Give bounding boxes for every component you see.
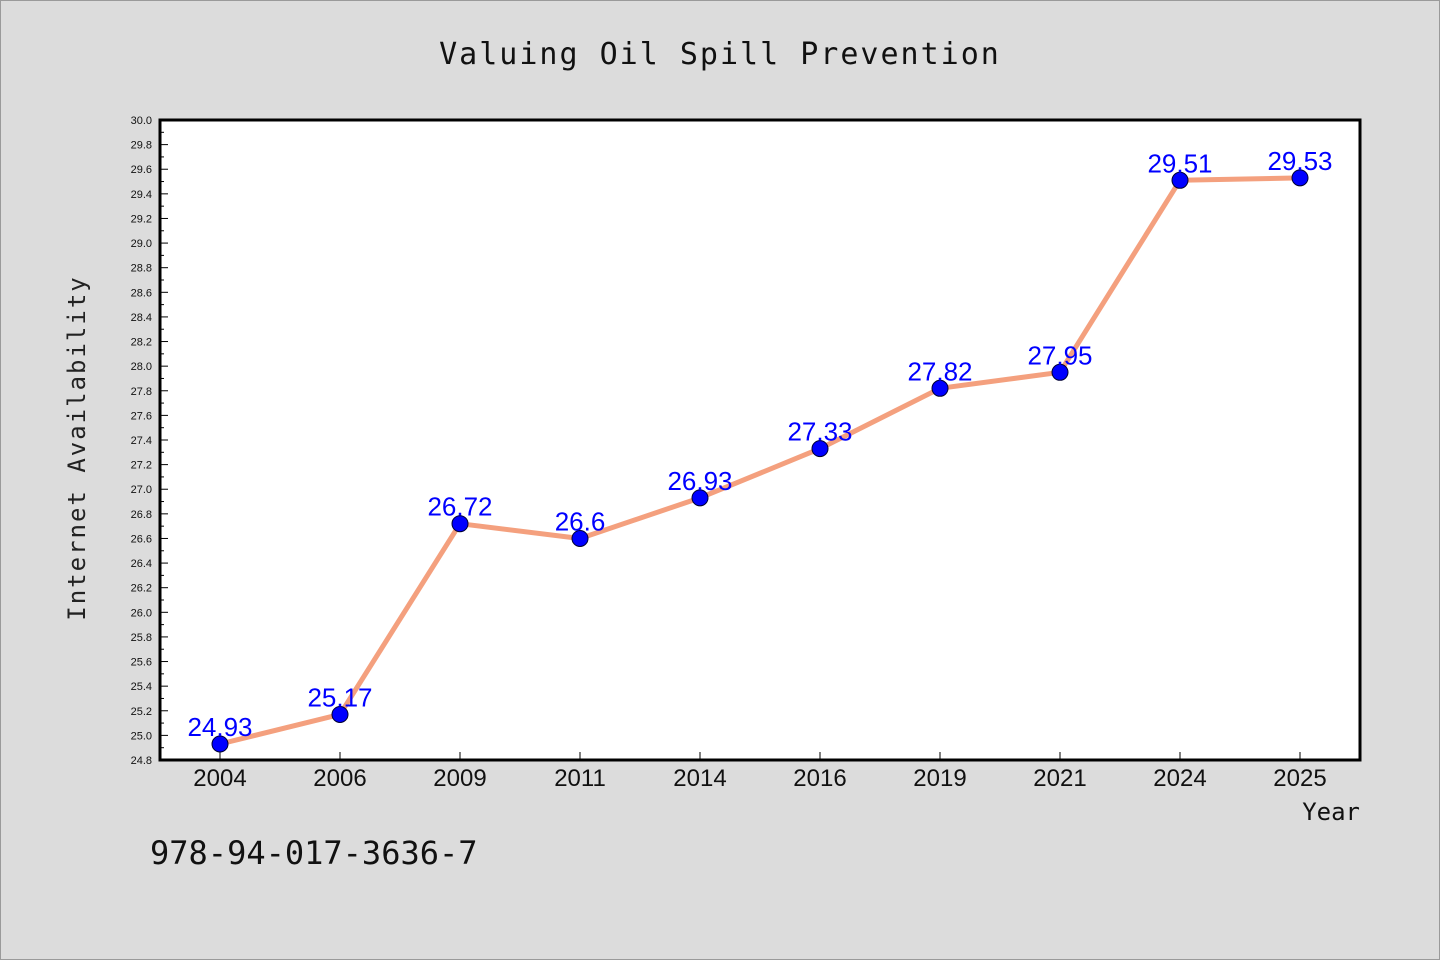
x-tick-label: 2009	[433, 765, 486, 792]
chart-title: Valuing Oil Spill Prevention	[439, 37, 1001, 72]
y-tick-label: 26.0	[131, 607, 152, 619]
y-tick-label: 25.6	[131, 657, 152, 669]
y-tick-label: 29.2	[131, 213, 152, 225]
y-tick-label: 25.4	[131, 681, 152, 693]
y-tick-label: 27.6	[131, 410, 152, 422]
y-tick-label: 26.4	[131, 558, 152, 570]
y-tick-label: 26.2	[131, 583, 152, 595]
y-tick-label: 27.4	[131, 435, 152, 447]
y-tick-label: 29.8	[131, 140, 152, 152]
data-point	[691, 489, 709, 507]
data-labels: 24.93 25.17 26.72 26.6 26.93 27.33 27.82 27.95 2…	[187, 146, 1332, 742]
plot-area	[158, 118, 1362, 762]
x-tick-label: 2021	[1033, 765, 1086, 792]
data-point	[1291, 169, 1309, 187]
data-label: 26.72	[427, 492, 492, 522]
y-tick-label: 26.6	[131, 533, 152, 545]
x-tick-label: 2006	[313, 765, 366, 792]
data-point	[571, 529, 589, 547]
data-label: 29.53	[1267, 146, 1332, 176]
data-label: 29.51	[1147, 148, 1212, 178]
data-point	[811, 440, 829, 458]
y-tick-label: 25.8	[131, 632, 152, 644]
data-point	[211, 735, 229, 753]
y-tick-label: 25.0	[131, 730, 152, 742]
y-tick-label: 28.0	[131, 361, 152, 373]
data-label: 27.95	[1027, 340, 1092, 370]
y-tick-label: 28.4	[131, 312, 152, 324]
data-point	[1051, 363, 1069, 381]
data-point	[451, 515, 469, 533]
y-tick-label: 26.8	[131, 509, 152, 521]
data-label: 27.82	[907, 356, 972, 386]
x-tick-label: 2016	[793, 765, 846, 792]
y-tick-label: 29.0	[131, 238, 152, 250]
y-tick-label: 28.8	[131, 263, 152, 275]
y-tick-label: 24.8	[131, 755, 152, 767]
data-point	[931, 379, 949, 397]
x-tick-label: 2011	[554, 765, 606, 792]
data-point	[1171, 171, 1189, 189]
y-tick-label: 29.4	[131, 189, 152, 201]
y-tick-label: 28.2	[131, 337, 152, 349]
x-tick-label: 2019	[913, 765, 966, 792]
data-point	[331, 705, 349, 723]
x-tick-label: 2004	[193, 765, 246, 792]
x-axis: 2004 2006 2009 2011 2014 2016 2019 2021 2024 2025	[193, 752, 1327, 792]
data-label: 27.33	[787, 417, 852, 447]
data-label: 26.93	[667, 466, 732, 496]
y-tick-label: 27.0	[131, 484, 152, 496]
x-axis-label: Year	[1302, 798, 1360, 826]
y-tick-label: 27.8	[131, 386, 152, 398]
y-tick-label: 25.2	[131, 706, 152, 718]
y-axis-label: Internet Availability	[63, 275, 91, 620]
x-tick-label: 2025	[1273, 765, 1326, 792]
y-axis: 24.8 25.0 25.2 25.4 25.6 25.8 26.0 26.2 26.4 26.6…	[131, 115, 168, 767]
y-tick-label: 28.6	[131, 287, 152, 299]
data-label: 24.93	[187, 712, 252, 742]
series-line	[219, 175, 1301, 747]
footer-isbn: 978-94-017-3636-7	[150, 834, 478, 872]
data-label: 25.17	[307, 682, 372, 712]
x-tick-label: 2024	[1153, 765, 1206, 792]
data-markers	[211, 169, 1309, 753]
y-tick-label: 29.6	[131, 164, 152, 176]
data-label: 26.6	[555, 506, 606, 536]
y-tick-label: 27.2	[131, 460, 152, 472]
y-tick-label: 30.0	[131, 115, 152, 127]
x-tick-label: 2014	[673, 765, 726, 792]
